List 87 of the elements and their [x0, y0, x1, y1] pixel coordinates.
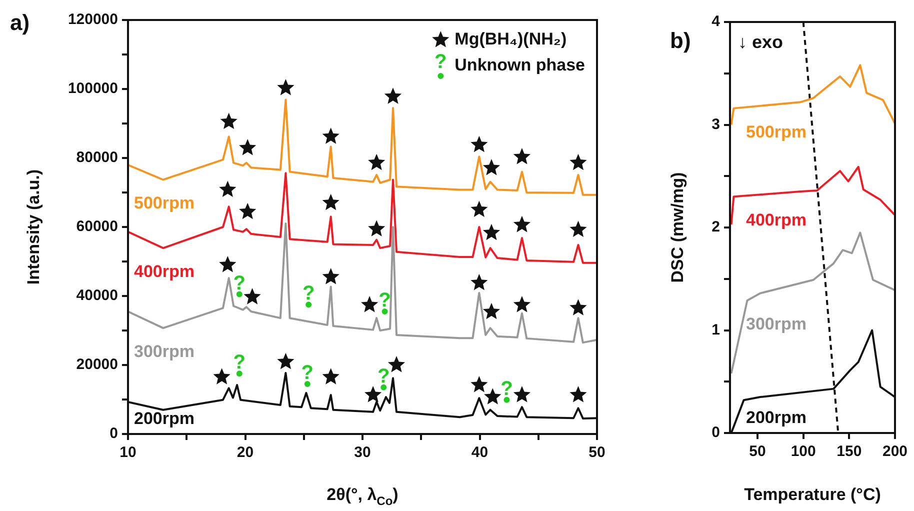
series-label: 200rpm	[134, 409, 194, 428]
y-axis-title: DSC (mw/mg)	[668, 172, 687, 283]
point	[513, 216, 531, 232]
legend-label: Mg(BH₄)(NH₂)	[454, 30, 567, 49]
y-tick-label: 60000	[76, 218, 118, 236]
point	[570, 386, 587, 402]
x-tick-label: 100	[790, 443, 816, 460]
series-label: 200rpm	[746, 408, 806, 427]
point	[368, 220, 386, 236]
point	[380, 384, 387, 390]
point	[322, 128, 340, 144]
y-tick-label: 4	[712, 13, 721, 30]
x-tick-label: 200	[882, 443, 908, 460]
x-tick-label: 30	[354, 444, 371, 462]
point	[570, 154, 587, 170]
text: ?	[434, 51, 447, 73]
point	[470, 274, 488, 290]
series-label: 500rpm	[746, 122, 806, 142]
point	[239, 202, 256, 220]
point	[304, 380, 310, 387]
y-tick-label: 100000	[68, 80, 118, 98]
point	[513, 296, 531, 312]
data-label: ?	[301, 362, 314, 384]
point	[504, 396, 510, 403]
y-tick-label: 40000	[76, 287, 118, 304]
data-label: ?	[378, 290, 391, 312]
point	[570, 299, 587, 316]
point	[277, 352, 294, 370]
x-tick-label: 20	[236, 444, 254, 462]
x-tick-label: 40	[471, 444, 488, 462]
point	[513, 386, 531, 402]
y-tick-label: 2	[712, 218, 720, 236]
point	[482, 302, 500, 320]
y-tick-label: 20000	[76, 356, 118, 374]
y-tick-label: 80000	[76, 149, 118, 166]
point	[322, 368, 340, 384]
point	[236, 291, 242, 298]
y-tick-label: 0	[110, 425, 118, 442]
data-label: ?	[233, 352, 246, 374]
point	[513, 148, 531, 164]
data-label: ?	[233, 272, 246, 294]
y-tick-label: 1	[712, 321, 720, 338]
y-axis-title: Intensity (a.u.)	[24, 169, 43, 285]
annotation: ↓ exo	[738, 32, 784, 52]
series-label: 300rpm	[746, 314, 806, 334]
series-label: 300rpm	[134, 342, 194, 362]
series-label: 400rpm	[134, 262, 194, 282]
y-tick-label: 0	[712, 424, 720, 442]
point	[219, 180, 236, 198]
point	[570, 220, 587, 238]
point	[484, 388, 502, 404]
point	[470, 136, 488, 152]
point	[277, 78, 294, 96]
point	[470, 200, 488, 218]
x-tick-label: 10	[120, 444, 136, 462]
y-tick-label: 3	[712, 116, 720, 133]
data-label: ?	[302, 282, 315, 305]
point	[388, 356, 406, 372]
legend-label: Unknown phase	[454, 56, 586, 75]
chart-title: b)	[670, 28, 691, 53]
point	[239, 138, 256, 156]
point	[470, 376, 488, 392]
point	[360, 296, 378, 312]
x-tick-label: 150	[836, 443, 862, 460]
point	[244, 288, 261, 304]
data-label: ?	[377, 365, 390, 388]
x-tick-label: 50	[588, 444, 606, 462]
point	[482, 224, 500, 240]
point	[364, 386, 382, 402]
point	[306, 302, 312, 308]
point	[219, 256, 236, 272]
series-label: 500rpm	[134, 194, 194, 213]
point	[482, 159, 500, 176]
data-label: ?	[500, 378, 513, 400]
point	[384, 88, 402, 104]
x-axis-title: Temperature (°C)	[744, 485, 881, 504]
point	[220, 112, 238, 130]
y-tick-label: 120000	[68, 11, 118, 28]
chart-title: a)	[10, 10, 30, 35]
point	[322, 268, 340, 284]
point	[213, 368, 230, 384]
series-label: 400rpm	[746, 210, 806, 230]
x-tick-label: 50	[749, 443, 766, 460]
point	[236, 370, 242, 377]
point	[368, 154, 386, 170]
point	[322, 194, 340, 210]
point	[382, 308, 388, 315]
